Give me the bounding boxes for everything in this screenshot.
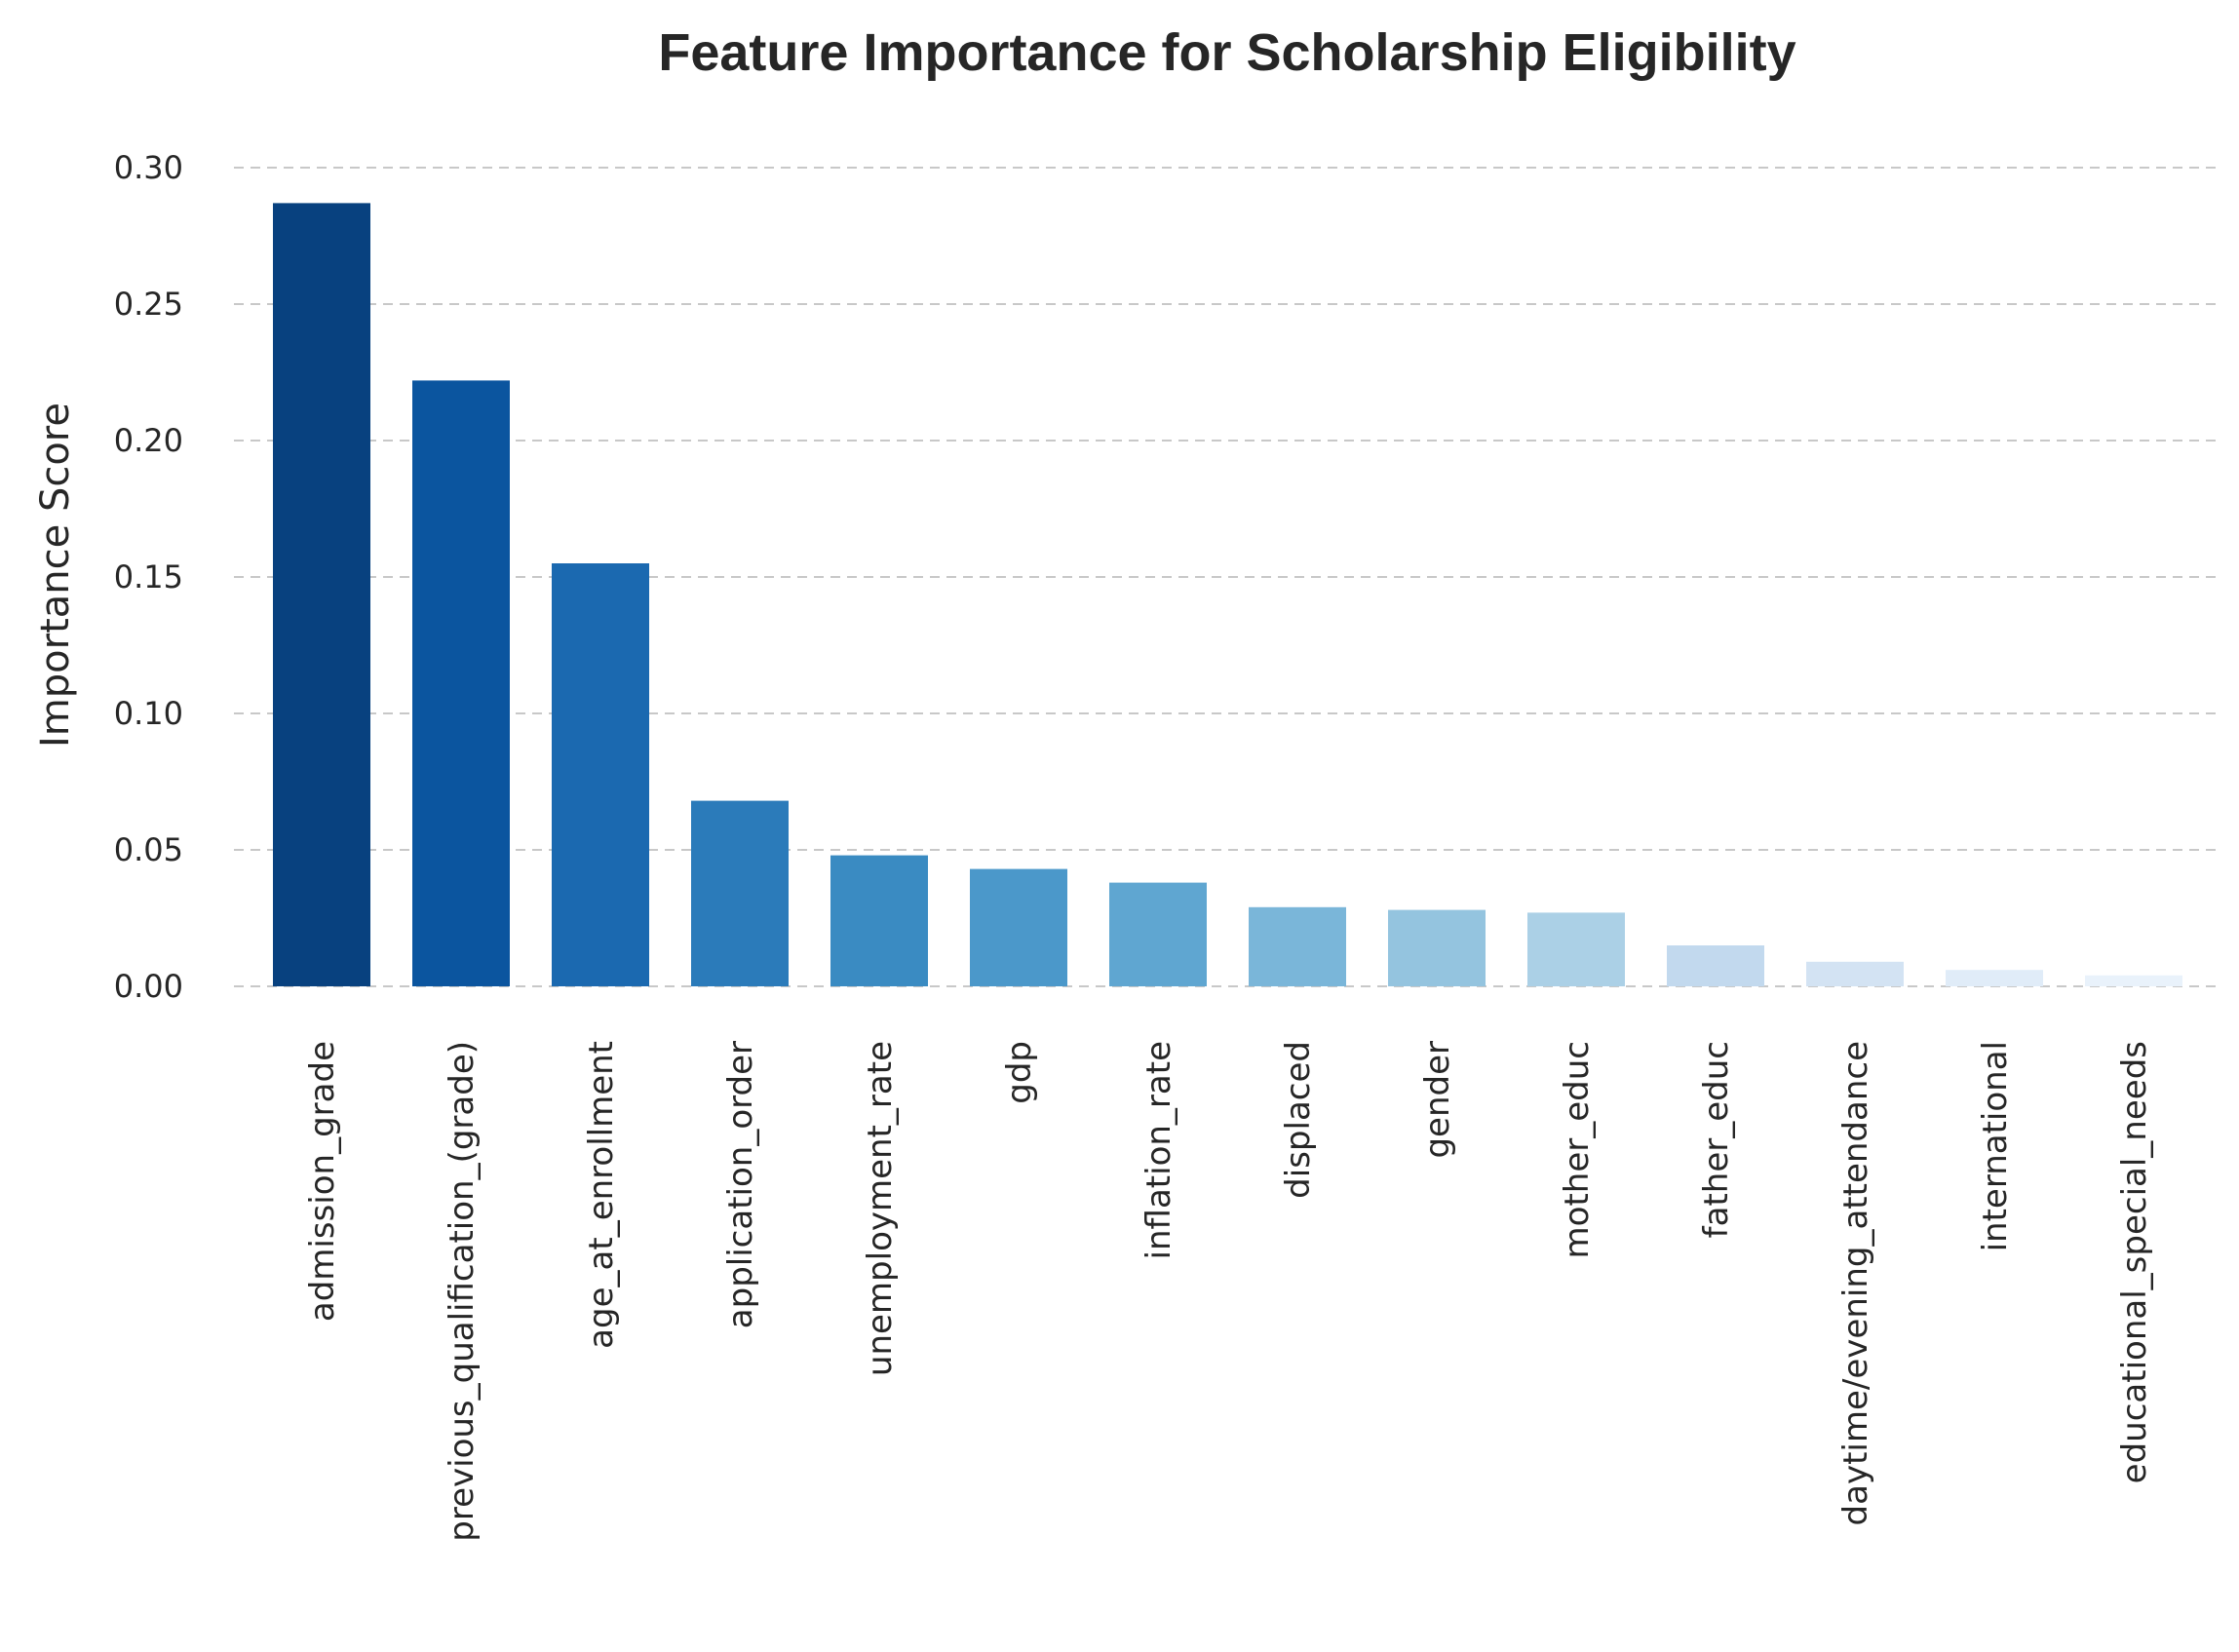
bars	[273, 203, 2182, 986]
x-tick-label: father_educ	[1697, 1041, 1736, 1238]
x-tick-labels: admission_grade previous_qualification_(g…	[303, 1041, 2154, 1542]
x-tick-label: admission_grade	[303, 1041, 342, 1322]
y-tick-label: 0.15	[114, 558, 183, 595]
x-tick-label: mother_educ	[1558, 1041, 1597, 1258]
x-tick-label: displaced	[1279, 1041, 1318, 1199]
y-tick-label: 0.20	[114, 422, 183, 459]
x-tick-label: previous_qualification_(grade)	[443, 1041, 482, 1542]
x-tick-label: international	[1976, 1041, 2015, 1251]
grid-lines	[234, 167, 2218, 987]
y-axis-label: Importance Score	[33, 403, 78, 748]
bar-application-order	[691, 800, 789, 986]
bar-gender	[1388, 909, 1486, 986]
y-tick-label: 0.00	[114, 968, 183, 1005]
y-tick-label: 0.30	[114, 149, 183, 186]
y-tick-label: 0.10	[114, 695, 183, 732]
bar-inflation-rate	[1109, 882, 1207, 986]
y-tick-label: 0.05	[114, 831, 183, 868]
bar-previous-qualification-grade	[412, 380, 510, 986]
bar-father-educ	[1667, 945, 1764, 986]
chart-title: Feature Importance for Scholarship Eligi…	[658, 23, 1795, 82]
bar-mother-educ	[1527, 912, 1625, 986]
bar-international	[1946, 970, 2043, 986]
bar-displaced	[1249, 906, 1346, 986]
bar-unemployment-rate	[830, 855, 928, 986]
x-tick-label: gender	[1418, 1041, 1457, 1159]
y-tick-label: 0.25	[114, 286, 183, 323]
bar-daytime-evening-attendance	[1806, 961, 1904, 986]
x-tick-label: educational_special_needs	[2115, 1041, 2154, 1483]
bar-age-at-enrollment	[552, 563, 649, 986]
bar-admission-grade	[273, 203, 370, 986]
x-tick-label: gdp	[1000, 1041, 1039, 1104]
x-tick-label: inflation_rate	[1139, 1041, 1178, 1259]
bar-educational-special-needs	[2085, 975, 2182, 986]
y-tick-labels: 0.00 0.05 0.10 0.15 0.20 0.25 0.30	[114, 149, 183, 1005]
x-tick-label: unemployment_rate	[861, 1041, 900, 1376]
x-tick-label: application_order	[721, 1041, 760, 1328]
bar-gdp	[970, 868, 1067, 986]
x-tick-label: daytime/evening_attendance	[1836, 1041, 1875, 1525]
x-tick-label: age_at_enrollment	[582, 1041, 621, 1349]
